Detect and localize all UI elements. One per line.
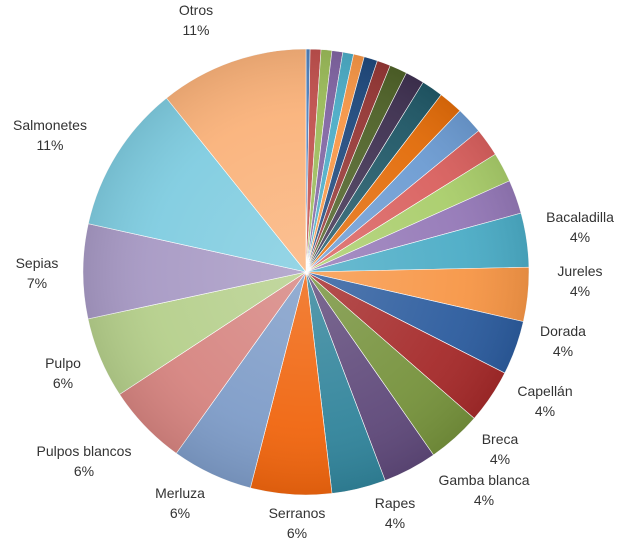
slice-value-serranos: 6% [287, 525, 307, 541]
slice-value-salmonetes: 11% [37, 137, 64, 153]
slice-value-pulpo: 6% [53, 375, 73, 391]
slice-label-bacaladilla: Bacaladilla [546, 209, 614, 225]
slice-value-capellan: 4% [535, 403, 555, 419]
slices-layer [82, 48, 530, 496]
slice-label-merluza: Merluza [155, 485, 205, 501]
slice-value-pulpos-blancos: 6% [74, 463, 94, 479]
slice-value-dorada: 4% [553, 343, 573, 359]
slice-label-salmonetes: Salmonetes [13, 117, 87, 133]
slice-label-otros: Otros [179, 2, 213, 18]
slice-label-rapes: Rapes [375, 495, 415, 511]
slice-label-dorada: Dorada [540, 323, 586, 339]
slice-value-sepias: 7% [27, 275, 47, 291]
slice-label-gamba-blanca: Gamba blanca [438, 472, 529, 488]
slice-label-sepias: Sepias [16, 255, 59, 271]
slice-value-otros: 11% [183, 22, 210, 38]
slice-value-jureles: 4% [570, 283, 590, 299]
slice-label-pulpos-blancos: Pulpos blancos [37, 443, 132, 459]
slice-value-merluza: 6% [170, 505, 190, 521]
slice-label-pulpo: Pulpo [45, 355, 81, 371]
slice-label-capellan: Capellán [517, 383, 572, 399]
slice-value-gamba-blanca: 4% [474, 492, 494, 508]
slice-value-breca: 4% [490, 451, 510, 467]
slice-value-rapes: 4% [385, 515, 405, 531]
labels-layer: Bacaladilla 4% Jureles 4% Dorada 4% Capellán 4%… [13, 2, 614, 541]
slice-value-bacaladilla: 4% [570, 229, 590, 245]
slice-label-serranos: Serranos [269, 505, 326, 521]
slice-label-jureles: Jureles [557, 263, 602, 279]
slice-label-breca: Breca [482, 431, 519, 447]
